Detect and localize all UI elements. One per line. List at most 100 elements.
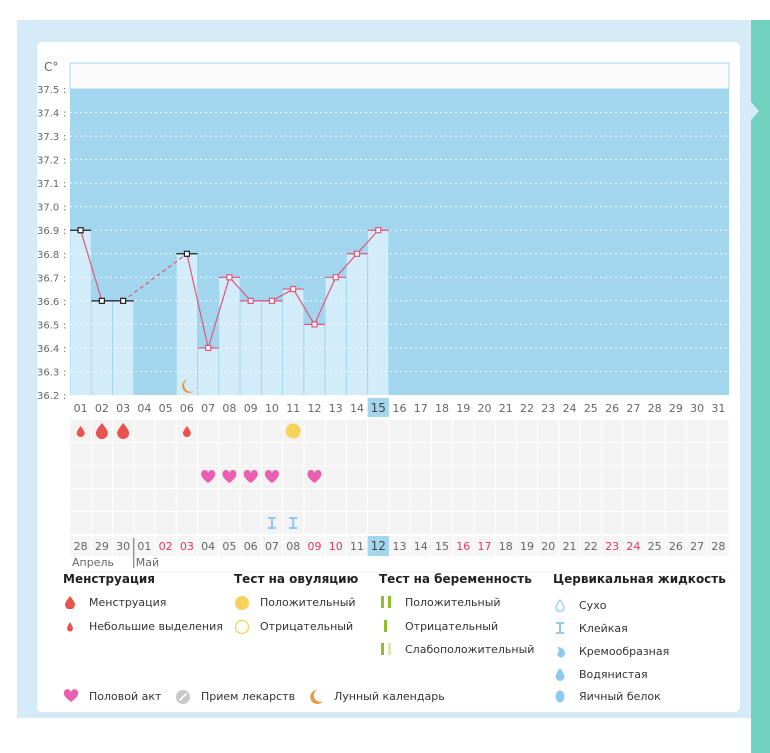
legend-item-cervical-eggwhite: Яичный белок (553, 689, 661, 703)
y-tick-mark: : (63, 226, 66, 237)
legend-label: Небольшие выделения (89, 619, 223, 633)
event-cell (368, 489, 389, 511)
day-label: 09 (244, 402, 258, 415)
calendar-cell (665, 536, 686, 556)
event-cell (176, 443, 198, 465)
hourglass-icon (267, 517, 276, 529)
event-cell (644, 443, 665, 465)
temperature-bar (70, 230, 91, 395)
blood-drop-icon (95, 423, 108, 439)
y-tick-mark: : (63, 344, 66, 355)
month-label: Май (136, 556, 159, 569)
event-cell (410, 512, 431, 534)
event-cell (538, 489, 559, 511)
event-cell (686, 466, 708, 488)
plot-header-band (69, 62, 730, 90)
event-cell (601, 512, 623, 534)
event-cell (495, 443, 516, 465)
legend-item-pregnancy-positive: Положительный (379, 595, 501, 609)
faint-lines-icon (379, 642, 397, 656)
event-cell (474, 489, 495, 511)
event-cell (708, 512, 729, 534)
legend-item-cervical-creamy: Кремообразная (553, 644, 669, 658)
event-cell (559, 443, 580, 465)
day-label: 16 (393, 402, 407, 415)
event-cell (176, 489, 198, 511)
event-cell (686, 420, 708, 442)
calendar-cell (644, 536, 665, 556)
calendar-date-label: 03 (180, 540, 194, 553)
heart-icon (63, 689, 81, 703)
data-point (98, 297, 105, 304)
event-cell (431, 420, 453, 442)
legend-title-menstruation: Менструация (63, 572, 155, 586)
filled-circle-icon (234, 595, 252, 610)
event-cell (601, 466, 623, 488)
event-cell (686, 512, 708, 534)
event-cell (198, 443, 219, 465)
event-cell (516, 443, 538, 465)
calendar-date-label: 10 (329, 540, 343, 553)
event-cell (325, 489, 346, 511)
event-cell (623, 489, 644, 511)
calendar-date-label: 12 (371, 539, 386, 553)
y-tick-label: 36.6 (37, 297, 59, 308)
event-cell (261, 489, 283, 511)
today-highlight (367, 398, 389, 417)
temperature-bar (198, 347, 219, 395)
calendar-cell (219, 536, 240, 556)
event-cell (708, 443, 729, 465)
event-cell (155, 489, 176, 511)
panel-pointer-arrow (751, 102, 759, 120)
data-point (77, 227, 84, 234)
day-label: 18 (435, 402, 449, 415)
day-label: 15 (371, 401, 386, 415)
y-tick-mark: : (63, 85, 66, 96)
event-cell (261, 420, 283, 442)
event-cell (368, 443, 389, 465)
event-cell (516, 420, 538, 442)
event-cell (346, 489, 368, 511)
event-cell (516, 466, 538, 488)
temperature-bar (368, 230, 389, 395)
event-cell (70, 443, 91, 465)
day-label: 06 (180, 402, 194, 415)
event-cell (283, 466, 304, 488)
y-tick-label: 36.9 (37, 226, 59, 237)
day-label: 22 (520, 402, 534, 415)
heart-icon (243, 469, 258, 483)
calendar-cell (708, 536, 729, 556)
event-cell (474, 420, 495, 442)
legend-item-spotting: Небольшие выделения (63, 619, 223, 633)
small-blood-drop-icon (63, 619, 81, 633)
event-cell (708, 420, 729, 442)
calendar-cell (261, 536, 283, 556)
event-cell (304, 420, 325, 442)
day-label: 13 (329, 402, 343, 415)
day-label: 07 (201, 402, 215, 415)
temperature-line (207, 277, 231, 349)
calendar-date-label: 18 (499, 540, 513, 553)
side-panel-strip[interactable] (751, 20, 770, 753)
event-cell (665, 512, 686, 534)
event-cell (389, 420, 410, 442)
event-cell (431, 489, 453, 511)
day-label: 31 (711, 402, 725, 415)
y-tick-label: 36.4 (37, 344, 59, 355)
event-cell (304, 512, 325, 534)
event-cell (623, 443, 644, 465)
calendar-date-label: 13 (393, 540, 407, 553)
event-cell (686, 443, 708, 465)
event-cell (91, 512, 113, 534)
event-cell (410, 443, 431, 465)
calendar-date-label: 19 (520, 540, 534, 553)
day-label: 03 (116, 402, 130, 415)
event-cell (431, 443, 453, 465)
event-cell (410, 420, 431, 442)
calendar-date-label: 28 (711, 540, 725, 553)
event-cell (559, 466, 580, 488)
event-cell (516, 489, 538, 511)
day-label: 11 (286, 402, 300, 415)
legend-title-ovulation: Тест на овуляцию (234, 572, 359, 586)
temperature-bar (113, 300, 134, 395)
